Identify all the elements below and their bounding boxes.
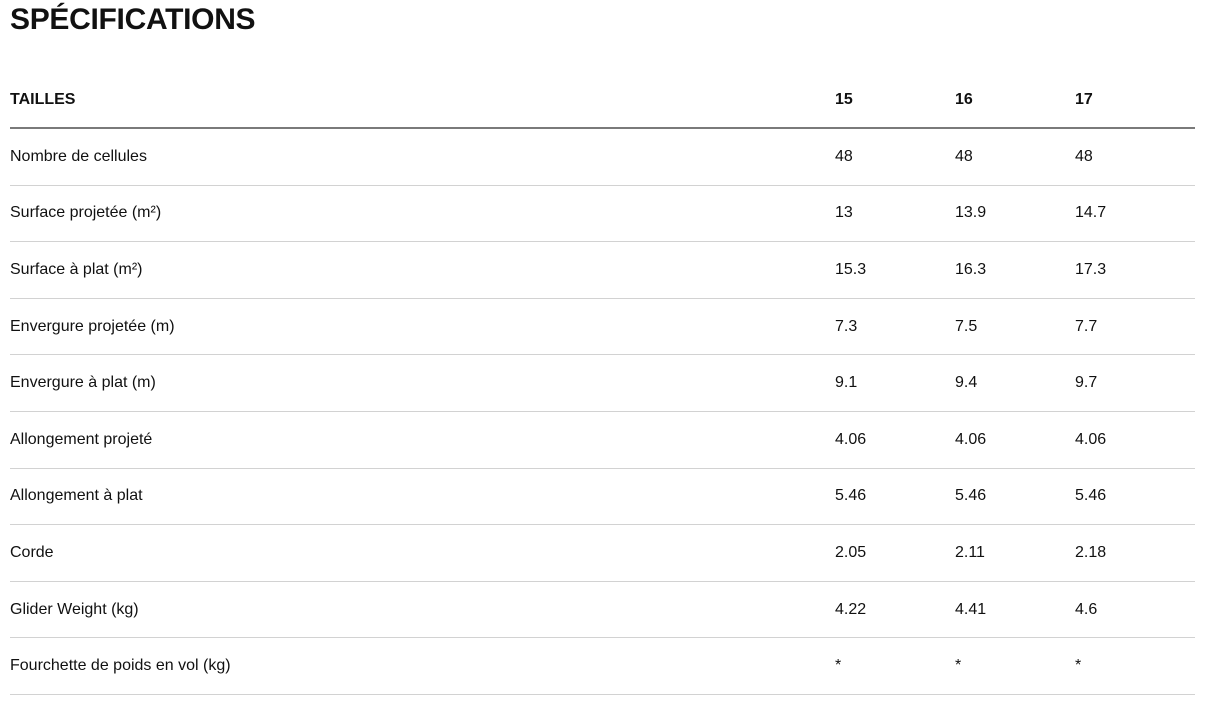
- row-value: 7.3: [835, 298, 955, 356]
- row-label: Corde: [10, 524, 835, 582]
- table-row: Envergure projetée (m) 7.3 7.5 7.7: [10, 298, 1195, 356]
- row-label: Envergure à plat (m): [10, 354, 835, 412]
- row-value: 5.46: [835, 468, 955, 526]
- row-label: Glider Weight (kg): [10, 581, 835, 639]
- row-value: 4.06: [1075, 411, 1195, 469]
- page-title: SPÉCIFICATIONS: [10, 3, 256, 36]
- header-size-15: 15: [835, 72, 955, 129]
- row-value: 4.06: [835, 411, 955, 469]
- table-row: Allongement projeté 4.06 4.06 4.06: [10, 411, 1195, 469]
- row-value: 16.3: [955, 241, 1075, 299]
- row-value: 5.46: [955, 468, 1075, 526]
- row-value: 2.18: [1075, 524, 1195, 582]
- row-value: 13: [835, 185, 955, 243]
- row-value: 17.3: [1075, 241, 1195, 299]
- header-size-17: 17: [1075, 72, 1195, 129]
- row-value: 4.06: [955, 411, 1075, 469]
- row-value: 48: [955, 128, 1075, 186]
- specifications-table: TAILLES 15 16 17 Nombre de cellules 48 48 4…: [10, 72, 1195, 695]
- table-header-row: TAILLES 15 16 17: [10, 72, 1195, 129]
- row-label: Surface projetée (m²): [10, 185, 835, 243]
- header-size-16: 16: [955, 72, 1075, 129]
- table-row: Surface à plat (m²) 15.3 16.3 17.3: [10, 241, 1195, 299]
- table-row: Allongement à plat 5.46 5.46 5.46: [10, 468, 1195, 526]
- table-body: Nombre de cellules 48 48 48 Surface projetée…: [10, 128, 1195, 695]
- row-label: Surface à plat (m²): [10, 241, 835, 299]
- row-label: Nombre de cellules: [10, 128, 835, 186]
- row-value: 48: [1075, 128, 1195, 186]
- row-value: 9.1: [835, 354, 955, 412]
- row-label: Allongement à plat: [10, 468, 835, 526]
- row-label: Allongement projeté: [10, 411, 835, 469]
- table-row: Fourchette de poids en vol (kg) * * *: [10, 637, 1195, 695]
- row-value: 14.7: [1075, 185, 1195, 243]
- table-row: Corde 2.05 2.11 2.18: [10, 524, 1195, 582]
- table-row: Surface projetée (m²) 13 13.9 14.7: [10, 185, 1195, 243]
- row-label: Fourchette de poids en vol (kg): [10, 637, 835, 695]
- row-value: 5.46: [1075, 468, 1195, 526]
- table-row: Envergure à plat (m) 9.1 9.4 9.7: [10, 354, 1195, 412]
- row-value: *: [1075, 637, 1195, 695]
- row-value: 7.7: [1075, 298, 1195, 356]
- row-value: 9.7: [1075, 354, 1195, 412]
- row-value: 9.4: [955, 354, 1075, 412]
- row-value: 48: [835, 128, 955, 186]
- row-value: 7.5: [955, 298, 1075, 356]
- row-value: 4.22: [835, 581, 955, 639]
- row-value: *: [835, 637, 955, 695]
- row-value: 2.11: [955, 524, 1075, 582]
- table-row: Nombre de cellules 48 48 48: [10, 128, 1195, 186]
- row-value: 13.9: [955, 185, 1075, 243]
- row-label: Envergure projetée (m): [10, 298, 835, 356]
- row-value: 2.05: [835, 524, 955, 582]
- table-row: Glider Weight (kg) 4.22 4.41 4.6: [10, 581, 1195, 639]
- row-value: 15.3: [835, 241, 955, 299]
- row-value: 4.41: [955, 581, 1075, 639]
- row-value: 4.6: [1075, 581, 1195, 639]
- row-value: *: [955, 637, 1075, 695]
- header-sizes-label: TAILLES: [10, 72, 835, 129]
